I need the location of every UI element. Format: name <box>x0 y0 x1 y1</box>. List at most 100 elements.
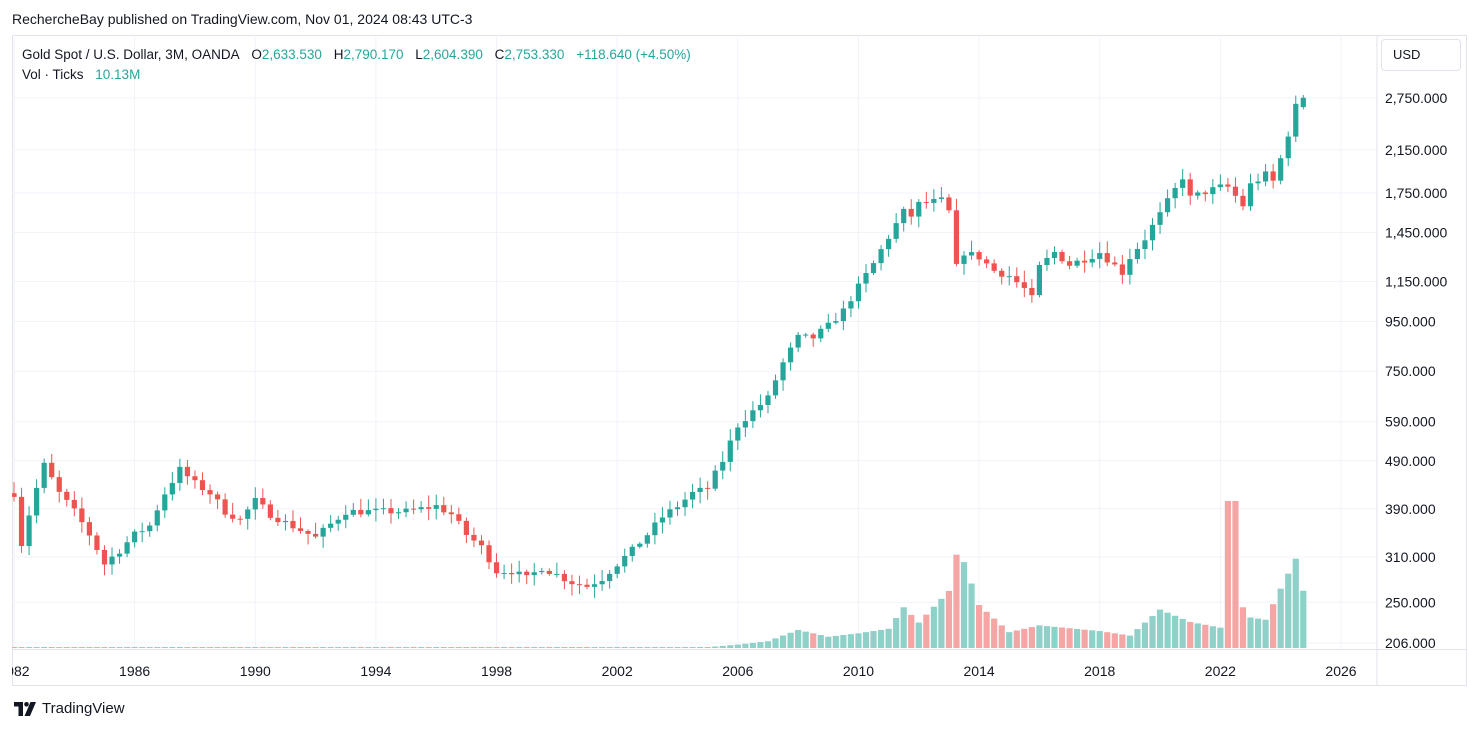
volume-bar <box>274 647 281 648</box>
volume-bar <box>719 645 726 648</box>
candle <box>192 476 198 481</box>
volume-bar <box>402 647 410 648</box>
candle <box>56 477 62 492</box>
currency-button[interactable]: USD <box>1381 39 1461 71</box>
volume-bar <box>108 647 116 648</box>
candle <box>501 573 507 575</box>
candle <box>1263 171 1269 182</box>
candle <box>328 523 334 528</box>
candle <box>848 301 854 309</box>
candle <box>1164 198 1171 213</box>
candle <box>230 514 236 519</box>
candle <box>750 410 756 422</box>
volume-bar <box>327 647 334 648</box>
legend-change: +118.640 (+4.50%) <box>576 47 691 62</box>
time-axis-tick-label: 2010 <box>843 663 874 679</box>
candle <box>1225 184 1231 187</box>
candle <box>275 517 281 523</box>
volume-bar <box>666 647 674 648</box>
volume-bar <box>350 647 357 648</box>
candle <box>441 505 447 513</box>
legend-close-label: C <box>494 47 505 62</box>
volume-bar <box>900 607 907 648</box>
candle <box>1293 103 1299 137</box>
candle <box>64 491 70 500</box>
candle <box>727 440 733 462</box>
candle <box>71 499 77 509</box>
volume-bar <box>938 598 945 648</box>
volume-bar <box>772 638 779 648</box>
price-axis-tick-label: 2,750.000 <box>1385 90 1447 106</box>
legend-volume-label[interactable]: Vol · Ticks <box>22 67 84 82</box>
time-axis-tick-label: 2002 <box>602 663 633 679</box>
legend-open-label: O <box>251 47 262 62</box>
volume-bar <box>810 633 817 648</box>
candle <box>79 508 85 523</box>
candle <box>1021 282 1027 288</box>
candle <box>923 201 929 203</box>
candle <box>599 581 605 585</box>
candle <box>41 462 47 488</box>
candle <box>433 505 439 509</box>
candle <box>418 507 424 510</box>
candle <box>177 466 183 483</box>
volume-bar <box>493 647 500 648</box>
candle <box>953 210 960 264</box>
candle <box>350 509 356 515</box>
volume-bar <box>1149 616 1156 648</box>
candle <box>207 490 213 495</box>
volume-bar <box>1058 627 1066 648</box>
candle <box>1029 287 1035 296</box>
candle <box>1210 187 1216 195</box>
candle <box>531 572 537 576</box>
candle <box>637 543 643 547</box>
volume-bar <box>651 647 658 648</box>
volume-bar <box>222 647 229 648</box>
volume-bar <box>629 647 636 648</box>
candle <box>863 273 869 284</box>
volume-bar <box>500 647 508 648</box>
volume-bar <box>583 647 591 648</box>
price-axis-tick-label: 490.000 <box>1385 453 1436 469</box>
time-axis-tick-label: 2014 <box>964 663 995 679</box>
volume-bar <box>48 647 55 648</box>
volume-bar <box>387 647 395 648</box>
volume-bar <box>621 647 628 648</box>
volume-bar <box>252 647 259 648</box>
candle <box>305 530 311 534</box>
volume-bar <box>259 647 266 648</box>
volume-bar <box>674 647 681 648</box>
volume-bar <box>885 628 892 648</box>
volume-bar <box>930 606 937 648</box>
volume-bar <box>244 647 251 648</box>
volume-bar <box>214 647 221 648</box>
candle <box>614 566 620 574</box>
volume-bar <box>1036 625 1043 648</box>
tradingview-logo[interactable]: TradingView <box>14 700 125 717</box>
legend-open-value: 2,633.530 <box>261 47 322 62</box>
volume-bar <box>1194 623 1201 648</box>
volume-bar <box>1270 604 1277 648</box>
candle <box>101 549 108 565</box>
volume-bar <box>606 647 613 648</box>
candle <box>154 510 160 526</box>
volume-bar <box>146 647 153 648</box>
candle <box>1112 262 1118 265</box>
candle <box>1180 179 1186 188</box>
volume-bar <box>614 647 621 648</box>
volume-bar <box>357 647 364 648</box>
volume-bar <box>1262 619 1269 648</box>
legend-price-row: Gold Spot / U.S. Dollar, 3M, OANDA O2,63… <box>22 45 691 65</box>
candle <box>509 573 515 575</box>
volume-bar <box>1134 629 1141 648</box>
candle <box>312 533 319 537</box>
legend-symbol[interactable]: Gold Spot / U.S. Dollar, 3M, OANDA <box>22 47 240 62</box>
candle <box>237 518 243 520</box>
price-axis-tick-label: 250.000 <box>1385 594 1436 610</box>
candle <box>1149 224 1156 241</box>
price-chart[interactable]: 2,750.000 2,150.000 1,750.000 1,450.000 1,15… <box>12 35 1467 686</box>
candle <box>931 198 937 203</box>
candle <box>818 328 824 339</box>
volume-bar <box>1043 626 1051 648</box>
volume-bar <box>697 647 704 648</box>
